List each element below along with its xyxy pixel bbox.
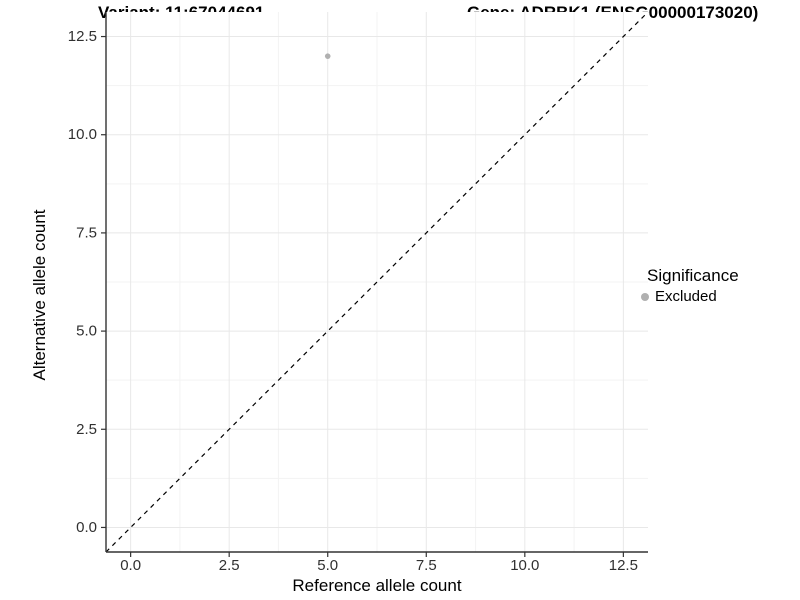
data-point-excluded — [324, 53, 331, 59]
legend-title: Significance — [647, 266, 739, 285]
legend-item-excluded: Excluded — [636, 288, 739, 305]
x-tick-label: 2.5 — [219, 557, 240, 574]
y-tick-label: 10.0 — [68, 126, 97, 143]
y-tick-label: 0.0 — [76, 519, 97, 536]
x-tick-label: 0.0 — [120, 557, 141, 574]
y-axis-title: Alternative allele count — [30, 209, 49, 380]
x-tick-label: 12.5 — [609, 557, 638, 574]
legend: Significance Excluded — [636, 266, 739, 305]
y-tick-label: 7.5 — [76, 224, 97, 241]
identity-dashed-line — [105, 11, 649, 553]
legend-key — [636, 288, 653, 305]
y-tick-label: 5.0 — [76, 323, 97, 340]
x-tick-label: 7.5 — [416, 557, 437, 574]
excluded-point-icon — [640, 292, 649, 301]
y-tick-label: 12.5 — [68, 28, 97, 45]
x-tick-label: 10.0 — [510, 557, 539, 574]
x-axis-title: Reference allele count — [292, 576, 461, 595]
legend-item-label: Excluded — [655, 288, 717, 305]
y-tick-label: 2.5 — [76, 421, 97, 438]
x-tick-label: 5.0 — [317, 557, 338, 574]
